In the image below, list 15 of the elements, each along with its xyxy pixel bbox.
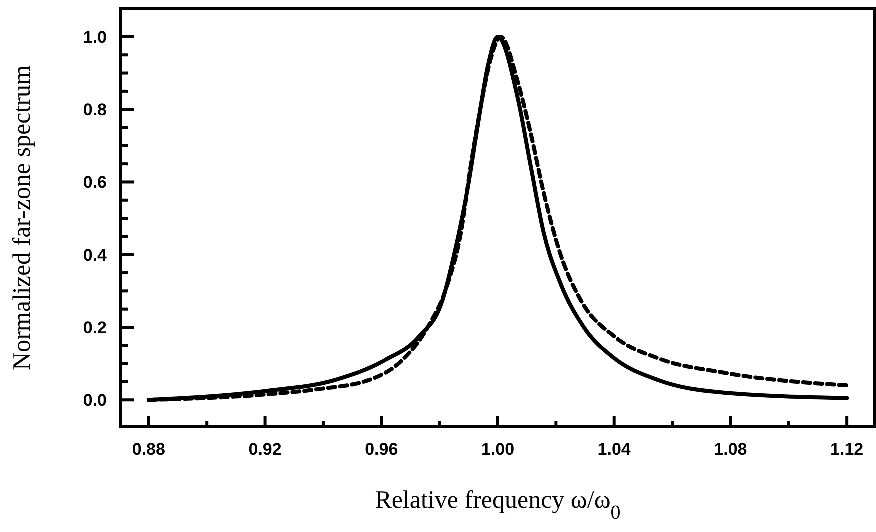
x-tick-label: 1.04 [598,440,632,459]
x-tick-label: 1.08 [714,440,748,459]
x-tick-label: 1.12 [830,440,864,459]
y-tick-label: 0.0 [83,391,107,410]
y-axis-title: Normalized far-zone spectrum [9,65,36,370]
y-tick-label: 0.6 [83,173,107,192]
y-tick-label: 1.0 [83,28,107,47]
x-tick-label: 0.96 [365,440,398,459]
x-tick-label: 1.00 [481,440,515,459]
x-axis-title: Relative frequency ω/ω$_{0}$ [375,487,621,524]
y-tick-label: 0.8 [83,100,107,120]
y-tick-label: 0.2 [83,318,107,338]
x-tick-label: 0.92 [248,440,282,459]
y-tick-label: 0.4 [83,246,108,265]
x-tick-label: 0.88 [132,440,166,459]
